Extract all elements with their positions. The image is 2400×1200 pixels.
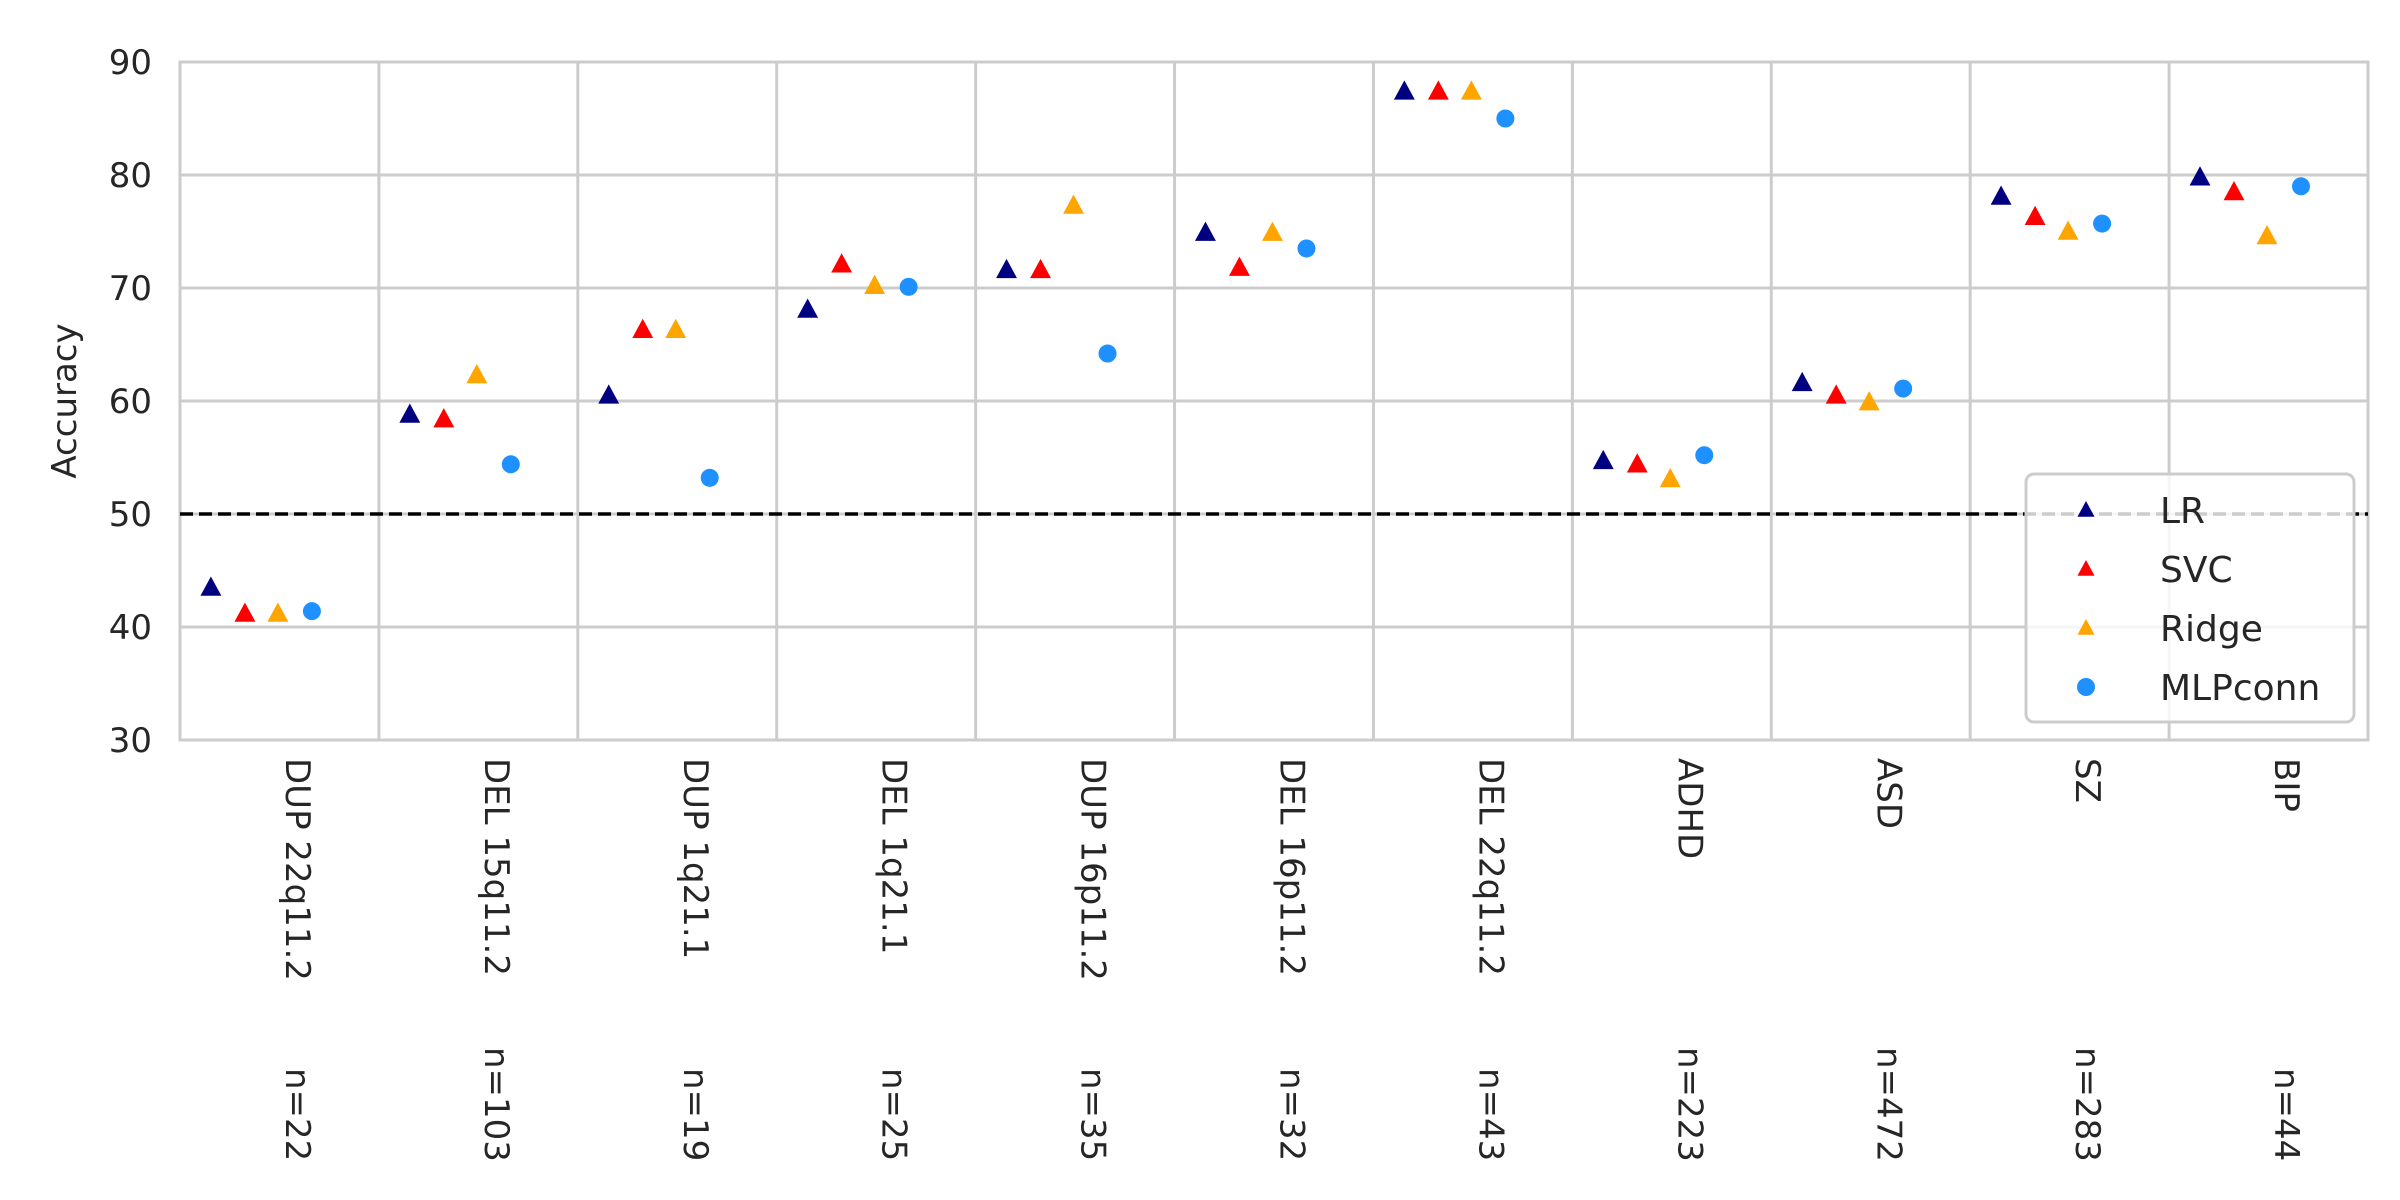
y-tick-label: 90 xyxy=(109,43,152,83)
point-svc xyxy=(1626,453,1648,473)
point-lr xyxy=(1592,449,1614,470)
point-mlpconn xyxy=(2292,177,2310,196)
x-category-label: ADHD xyxy=(1669,758,1709,859)
point-mlpconn xyxy=(700,468,719,487)
point-mlpconn xyxy=(1496,109,1515,128)
y-axis-label: Accuracy xyxy=(45,323,85,478)
point-mlpconn xyxy=(1695,446,1714,465)
point-lr xyxy=(1393,80,1415,100)
point-lr xyxy=(797,298,819,318)
point-svc xyxy=(632,318,654,339)
y-tick-label: 50 xyxy=(109,495,152,535)
x-category-count: n=19 xyxy=(675,1068,715,1161)
x-category-count: n=35 xyxy=(1073,1068,1113,1161)
x-category-count: n=22 xyxy=(277,1068,317,1161)
point-lr xyxy=(1990,185,2012,205)
legend-marker-ridge xyxy=(2077,619,2095,635)
point-lr xyxy=(1195,221,1216,241)
point-ridge xyxy=(1858,391,1880,411)
x-category-count: n=283 xyxy=(2067,1047,2107,1162)
legend-label-ridge: Ridge xyxy=(2160,609,2263,650)
point-ridge xyxy=(2057,220,2079,240)
point-lr xyxy=(996,258,1017,279)
legend-marker-lr xyxy=(2077,501,2095,517)
point-mlpconn xyxy=(1098,344,1117,363)
point-svc xyxy=(433,408,455,428)
legend-marker-mlpconn xyxy=(2077,678,2095,696)
point-svc xyxy=(1825,384,1847,404)
legend: LR SVC Ridge MLPconn xyxy=(2024,472,2356,724)
point-lr xyxy=(598,384,620,404)
legend-label-lr: LR xyxy=(2160,491,2205,532)
x-category-count: n=43 xyxy=(1470,1068,1510,1161)
point-mlpconn xyxy=(1894,379,1913,398)
point-ridge xyxy=(1460,80,1482,100)
point-lr xyxy=(1791,371,1813,392)
x-category-count: n=32 xyxy=(1272,1068,1312,1161)
point-mlpconn xyxy=(899,277,918,296)
point-ridge xyxy=(466,364,488,384)
point-ridge xyxy=(665,318,687,339)
y-tick-label: 30 xyxy=(109,721,152,761)
y-tick-label: 80 xyxy=(109,156,152,196)
legend-label-svc: SVC xyxy=(2160,550,2233,591)
point-ridge xyxy=(1659,467,1681,488)
x-category-count: n=103 xyxy=(476,1047,516,1162)
x-axis-categories: DUP 22q11.2 n=22 DEL 15q11.2 n=103 DUP 1q21.… xyxy=(277,758,2306,1162)
point-svc xyxy=(234,602,256,622)
x-category-label: DEL 22q11.2 xyxy=(1470,758,1510,976)
y-tick-label: 70 xyxy=(109,269,152,309)
x-category-label: DUP 22q11.2 xyxy=(277,758,317,981)
point-mlpconn xyxy=(1297,239,1316,258)
legend-label-mlpconn: MLPconn xyxy=(2160,668,2320,709)
point-ridge xyxy=(864,274,886,294)
legend-marker-svc xyxy=(2077,560,2095,576)
point-ridge xyxy=(267,602,289,622)
x-category-count: n=44 xyxy=(2266,1068,2306,1161)
x-category-label: DUP 1q21.1 xyxy=(675,758,715,959)
x-category-label: SZ xyxy=(2067,758,2107,803)
x-category-label: DUP 16p11.2 xyxy=(1073,758,1113,981)
x-category-count: n=223 xyxy=(1669,1047,1709,1162)
point-ridge xyxy=(1063,194,1084,214)
point-svc xyxy=(831,253,853,273)
point-ridge xyxy=(1262,221,1283,241)
point-lr xyxy=(2189,166,2211,186)
x-category-label: DEL 16p11.2 xyxy=(1272,758,1312,976)
point-lr xyxy=(200,576,222,596)
point-mlpconn xyxy=(501,455,520,474)
point-ridge xyxy=(2256,225,2278,245)
x-category-label: ASD xyxy=(1868,758,1908,829)
point-svc xyxy=(1229,256,1250,276)
data-points xyxy=(200,80,2310,622)
y-axis-ticks: 30 40 50 60 70 80 90 xyxy=(109,43,152,761)
point-mlpconn xyxy=(302,602,321,621)
point-mlpconn xyxy=(2093,214,2112,233)
x-category-count: n=25 xyxy=(874,1068,914,1161)
y-tick-label: 40 xyxy=(109,608,152,648)
point-svc xyxy=(2024,205,2046,226)
point-lr xyxy=(399,403,421,423)
legend-box xyxy=(2024,472,2356,724)
plot-frame xyxy=(178,60,2370,742)
x-category-label: DEL 1q21.1 xyxy=(874,758,914,954)
x-category-count: n=472 xyxy=(1868,1047,1908,1162)
point-svc xyxy=(2223,180,2245,201)
point-svc xyxy=(1427,80,1449,100)
y-tick-label: 60 xyxy=(109,382,152,422)
point-svc xyxy=(1030,258,1051,279)
x-category-label: DEL 15q11.2 xyxy=(476,758,516,976)
x-category-label: BIP xyxy=(2266,758,2306,812)
